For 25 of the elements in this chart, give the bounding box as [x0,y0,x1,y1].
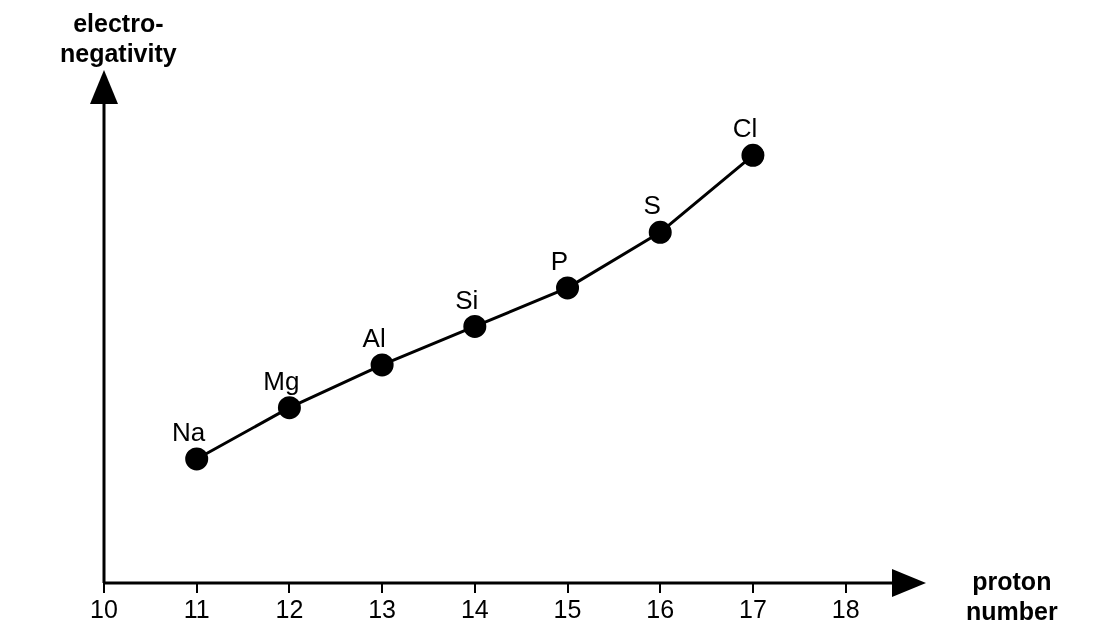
point [648,220,672,244]
point [370,353,394,377]
x-tick-label: 18 [831,594,860,623]
annotation: P [550,246,569,277]
x-tick-label: 13 [368,594,397,623]
point [185,447,209,471]
point [556,276,580,300]
y-axis-title: electro- negativity [60,8,177,68]
annotation: Mg [263,365,300,396]
x-tick-label: 10 [90,594,118,623]
annotation: Al [362,323,386,354]
x-tick-label: 12 [275,594,304,623]
x-tick-label: 17 [739,594,767,623]
x-tick-label: 11 [183,594,210,623]
annotation: Na [172,417,206,448]
point [463,314,487,338]
x-axis-title: proton number [966,566,1058,626]
annotation: S [643,190,661,221]
x-tick-label: 14 [460,594,489,623]
point [741,143,765,167]
annotation: Si [455,284,479,315]
annotation: Cl [732,113,758,144]
x-tick-label: 15 [553,594,582,623]
x-tick-label: 16 [646,594,675,623]
point [277,396,301,420]
